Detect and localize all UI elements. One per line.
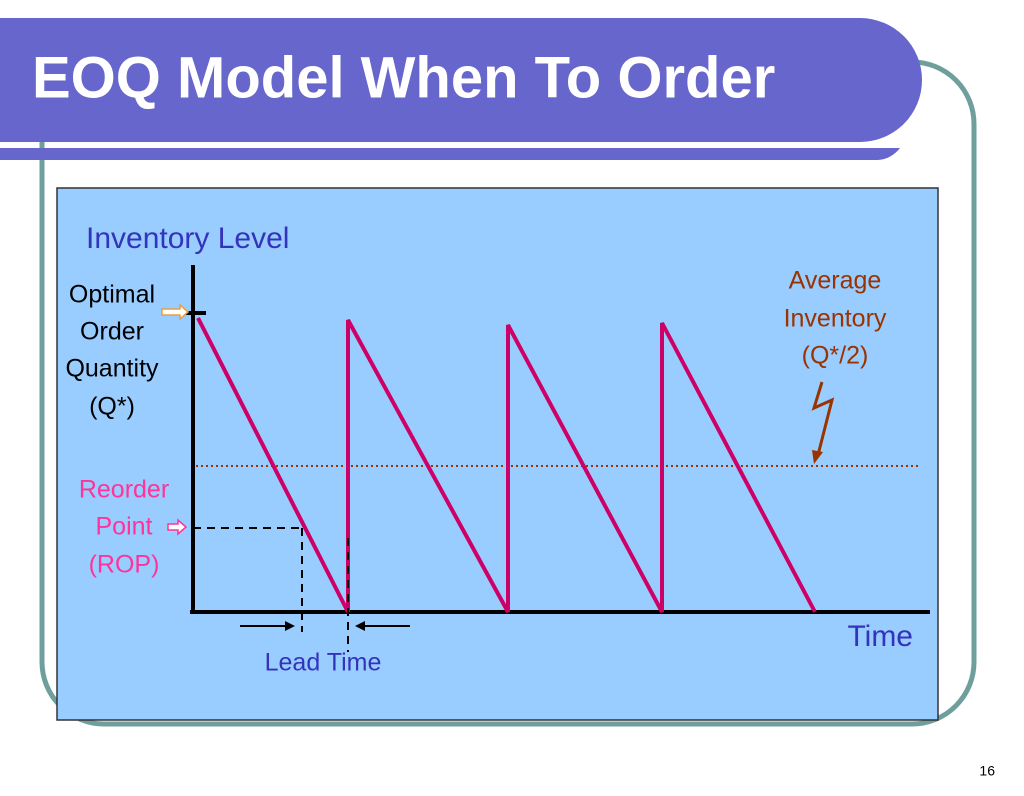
page-number: 16: [979, 763, 995, 779]
average-label: Inventory: [784, 305, 887, 333]
lead-time-label: Lead Time: [265, 649, 382, 677]
title-stripe: [0, 148, 900, 160]
q-arrow: [161, 303, 190, 321]
average-label: Average: [789, 267, 882, 295]
rop-label: Point: [96, 513, 153, 541]
average-label: (Q*/2): [802, 342, 869, 370]
optimal-label: Optimal: [69, 281, 155, 309]
optimal-label: Quantity: [65, 355, 159, 383]
average-arrow: [811, 381, 835, 456]
optimal-label: (Q*): [89, 393, 135, 421]
x-axis-label: Time: [847, 620, 913, 653]
slide-title: EOQ Model When To Order: [32, 45, 775, 110]
rop-arrow: [167, 518, 188, 536]
rop-label: Reorder: [79, 476, 169, 504]
y-axis-label: Inventory Level: [86, 222, 289, 255]
diagram-panel: [56, 187, 939, 721]
title-bar: [0, 18, 922, 142]
sawtooth-line: [196, 317, 817, 613]
lead-arrowhead: [285, 621, 295, 631]
diagram: Inventory Level Optimal Order Quantity (…: [65, 222, 930, 677]
average-arrowhead: [812, 450, 823, 464]
lead-arrowhead: [355, 621, 365, 631]
optimal-label: Order: [80, 318, 144, 346]
rop-label: (ROP): [89, 551, 160, 579]
